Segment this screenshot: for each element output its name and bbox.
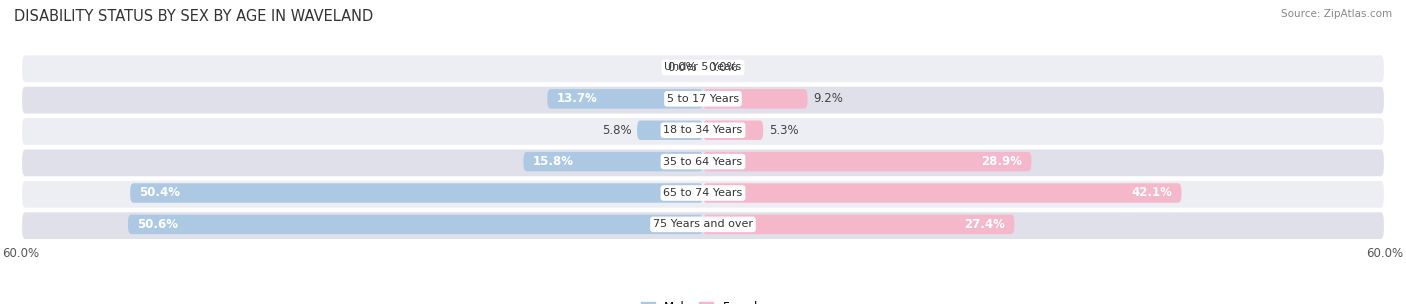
Text: 9.2%: 9.2%	[813, 92, 844, 105]
FancyBboxPatch shape	[21, 117, 1385, 146]
Text: 5.3%: 5.3%	[769, 124, 799, 137]
FancyBboxPatch shape	[21, 180, 1385, 209]
FancyBboxPatch shape	[131, 183, 703, 203]
FancyBboxPatch shape	[547, 89, 703, 109]
Text: 18 to 34 Years: 18 to 34 Years	[664, 125, 742, 135]
Text: 0.0%: 0.0%	[709, 61, 738, 74]
Legend: Male, Female: Male, Female	[636, 297, 770, 304]
Text: 42.1%: 42.1%	[1132, 186, 1173, 199]
Text: 0.0%: 0.0%	[668, 61, 697, 74]
FancyBboxPatch shape	[703, 89, 807, 109]
Text: 5.8%: 5.8%	[602, 124, 631, 137]
FancyBboxPatch shape	[128, 215, 703, 234]
FancyBboxPatch shape	[703, 120, 763, 140]
Text: Source: ZipAtlas.com: Source: ZipAtlas.com	[1281, 9, 1392, 19]
Text: 13.7%: 13.7%	[557, 92, 598, 105]
Text: 75 Years and over: 75 Years and over	[652, 219, 754, 230]
FancyBboxPatch shape	[637, 120, 703, 140]
FancyBboxPatch shape	[21, 54, 1385, 83]
Text: 28.9%: 28.9%	[981, 155, 1022, 168]
FancyBboxPatch shape	[703, 215, 1014, 234]
Text: 50.4%: 50.4%	[139, 186, 180, 199]
Text: 15.8%: 15.8%	[533, 155, 574, 168]
Text: 27.4%: 27.4%	[965, 218, 1005, 231]
Text: 65 to 74 Years: 65 to 74 Years	[664, 188, 742, 198]
FancyBboxPatch shape	[21, 86, 1385, 115]
FancyBboxPatch shape	[21, 148, 1385, 177]
FancyBboxPatch shape	[703, 183, 1181, 203]
Text: 5 to 17 Years: 5 to 17 Years	[666, 94, 740, 104]
Text: 35 to 64 Years: 35 to 64 Years	[664, 157, 742, 167]
Text: 50.6%: 50.6%	[136, 218, 179, 231]
FancyBboxPatch shape	[703, 152, 1032, 171]
Text: Under 5 Years: Under 5 Years	[665, 62, 741, 72]
Text: DISABILITY STATUS BY SEX BY AGE IN WAVELAND: DISABILITY STATUS BY SEX BY AGE IN WAVEL…	[14, 9, 374, 24]
FancyBboxPatch shape	[21, 211, 1385, 240]
FancyBboxPatch shape	[523, 152, 703, 171]
